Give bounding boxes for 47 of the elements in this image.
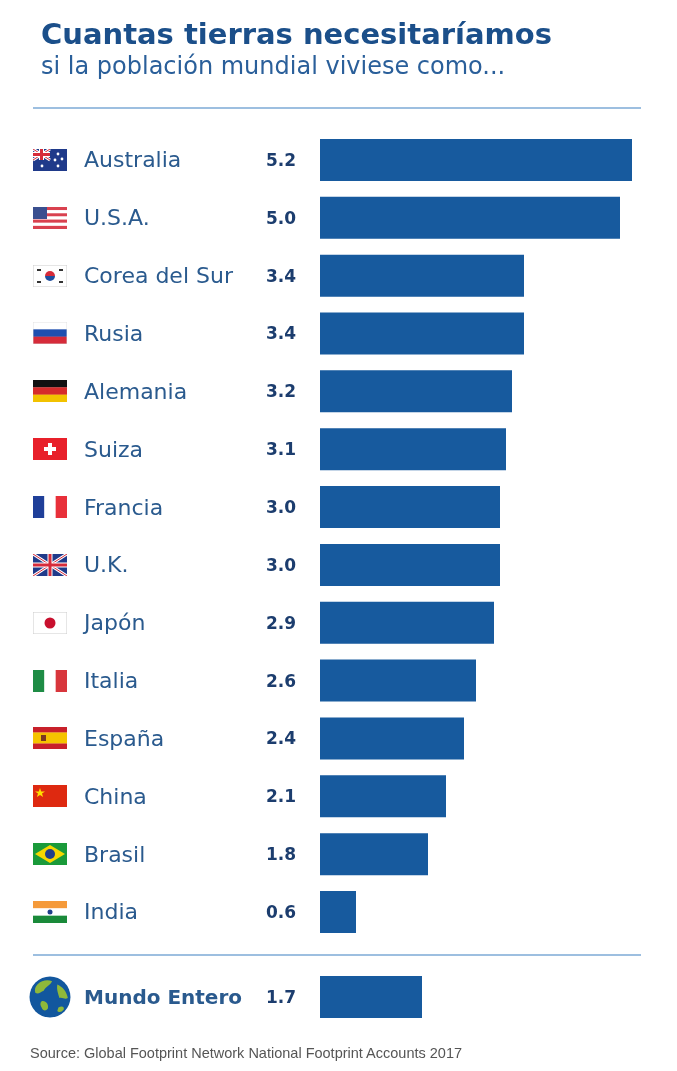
bar — [320, 717, 464, 760]
data-label: 3.0 — [265, 497, 297, 518]
data-label: 1.7 — [265, 986, 296, 1007]
bar — [320, 890, 356, 933]
y-tick-label: U.S.A. — [84, 205, 150, 231]
data-label: 3.4 — [265, 323, 297, 344]
y-tick-label: Japón — [82, 610, 146, 636]
y-tick-label: India — [84, 899, 138, 925]
y-tick-label: Rusia — [84, 320, 144, 346]
bar — [320, 833, 428, 876]
y-tick-label: China — [84, 783, 147, 809]
bar — [320, 601, 494, 644]
bar — [320, 428, 506, 471]
bar — [320, 543, 500, 586]
y-tick-label: Corea del Sur — [84, 263, 234, 289]
data-label: 2.6 — [265, 670, 296, 691]
data-label: 3.4 — [265, 265, 297, 286]
bar — [320, 659, 476, 702]
bar — [320, 312, 524, 355]
y-tick-label: Australia — [84, 147, 182, 173]
y-tick-label: Brasil — [84, 841, 146, 867]
data-label: 0.6 — [265, 901, 296, 922]
data-label: 5.2 — [265, 149, 296, 170]
data-label: 3.2 — [265, 381, 296, 402]
chart-subtitle: si la población mundial viviese como... — [41, 52, 506, 80]
y-tick-label: U.K. — [84, 552, 129, 578]
y-tick-label: Mundo Entero — [84, 984, 243, 1009]
y-tick-label: Suiza — [84, 436, 144, 462]
bar — [320, 486, 500, 529]
y-tick-label: España — [84, 725, 165, 751]
data-label: 5.0 — [265, 207, 297, 228]
data-label: 3.1 — [265, 439, 296, 460]
annotation: Source: Global Footprint Network National Footprint Accounts 2017 — [30, 1045, 463, 1062]
data-label: 2.1 — [265, 786, 296, 807]
y-tick-label: Italia — [84, 668, 139, 694]
bar — [320, 370, 512, 413]
y-tick-label: Francia — [84, 494, 164, 520]
bar — [320, 196, 620, 239]
data-label: 3.0 — [265, 554, 297, 575]
data-label: 1.8 — [265, 844, 296, 865]
data-label: 2.9 — [265, 612, 296, 633]
bar — [320, 138, 632, 181]
data-label: 2.4 — [265, 728, 297, 749]
bar — [320, 775, 446, 818]
chart-title: Cuantas tierras necesitaríamos — [41, 16, 552, 51]
bar — [320, 254, 524, 297]
y-tick-label: Alemania — [84, 378, 188, 404]
